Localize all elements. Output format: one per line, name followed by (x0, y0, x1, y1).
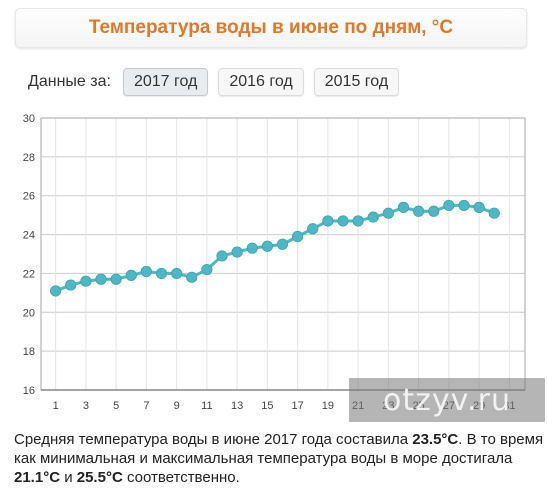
chart-title: Температура воды в июне по дням, °C (88, 17, 454, 38)
data-point (428, 205, 440, 217)
plot-area (41, 118, 525, 390)
watermark: otzyv.ru (349, 378, 545, 422)
average-temperature: 23.5°C (412, 431, 459, 448)
y-tick-label: 24 (23, 230, 35, 242)
data-point (246, 242, 258, 254)
data-point (488, 207, 500, 219)
data-point (171, 267, 183, 280)
data-point (413, 205, 425, 217)
data-point (125, 269, 137, 281)
y-tick-label: 26 (23, 191, 35, 203)
watermark-text: otzyv.ru (383, 382, 511, 418)
temperature-line-chart: 1618202224262830135791113151719212325272… (23, 113, 526, 412)
year-button-2017[interactable]: 2017 год (122, 68, 209, 96)
y-tick-label: 28 (23, 152, 35, 164)
y-tick-label: 16 (23, 385, 35, 397)
x-tick-label: 11 (201, 400, 212, 412)
x-tick-label: 3 (83, 400, 89, 412)
y-tick-label: 20 (23, 307, 35, 319)
data-point (216, 250, 228, 262)
data-point (231, 246, 243, 258)
data-point (276, 238, 289, 250)
data-point (155, 267, 168, 280)
data-point (367, 211, 379, 223)
x-tick-label: 15 (261, 400, 273, 412)
year-selector: Данные за: 2017 год 2016 год 2015 год (28, 68, 409, 96)
data-point (50, 285, 62, 297)
y-tick-label: 18 (23, 346, 35, 358)
x-tick-label: 9 (174, 400, 180, 412)
data-point (473, 201, 485, 213)
y-tick-label: 30 (23, 113, 35, 125)
data-point (352, 215, 364, 227)
x-tick-label: 7 (143, 400, 149, 412)
data-point (337, 215, 349, 227)
summary-part: и (60, 469, 77, 486)
y-tick-label: 22 (23, 268, 35, 280)
data-point (201, 263, 213, 276)
x-tick-label: 13 (231, 400, 243, 412)
x-tick-label: 1 (53, 400, 59, 412)
min-temperature: 21.1°C (14, 469, 61, 486)
summary-part: соответственно. (122, 469, 240, 486)
year-button-2016[interactable]: 2016 год (218, 68, 304, 96)
data-point (397, 201, 410, 213)
data-point (95, 273, 107, 285)
data-point (292, 230, 304, 243)
chart-title-box: Температура воды в июне по дням, °C (15, 8, 527, 48)
data-point (140, 265, 152, 278)
data-point (443, 199, 455, 212)
data-point (382, 207, 394, 219)
x-tick-label: 19 (322, 400, 334, 412)
year-button-2015[interactable]: 2015 год (313, 68, 400, 96)
summary-text: Средняя температура воды в июне 2017 год… (14, 430, 544, 487)
data-point (322, 215, 334, 227)
data-point (186, 271, 198, 283)
data-point (261, 240, 273, 252)
data-point (307, 223, 319, 235)
summary-part: Средняя температура воды в июне 2017 год… (14, 431, 413, 448)
summary-part: . В то время как минимальная и максималь… (14, 431, 544, 467)
x-tick-label: 17 (292, 400, 304, 412)
data-point (80, 275, 92, 287)
data-for-label: Данные за: (28, 73, 111, 90)
data-point (458, 199, 470, 212)
x-tick-label: 5 (113, 400, 119, 412)
data-point (110, 273, 122, 285)
data-point (65, 279, 77, 291)
max-temperature: 25.5°C (76, 469, 123, 486)
